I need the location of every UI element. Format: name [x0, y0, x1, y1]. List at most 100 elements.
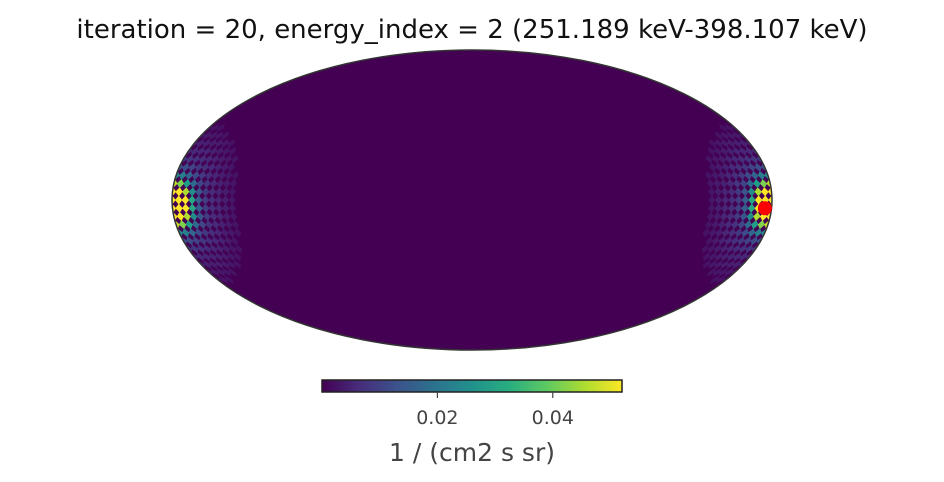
healpix-pixel: [741, 162, 749, 172]
healpix-pixel: [728, 195, 736, 205]
healpix-pixel: [174, 195, 183, 205]
healpix-pixel: [737, 220, 746, 230]
healpix-pixel: [211, 154, 219, 164]
healpix-pixel: [721, 187, 729, 197]
healpix-pixel: [707, 203, 716, 213]
healpix-pixel: [724, 267, 734, 277]
colorbar-tick-label: 0.04: [532, 407, 574, 429]
healpix-pixel: [725, 154, 733, 164]
healpix-pixel: [194, 195, 203, 205]
healpix-pixel: [720, 260, 729, 269]
healpix-pixel: [715, 228, 723, 238]
healpix-pixel: [751, 170, 759, 180]
healpix-pixel: [208, 195, 216, 205]
healpix-pixel: [718, 220, 726, 230]
healpix-pixel: [702, 228, 710, 238]
healpix-pixel: [731, 220, 739, 230]
healpix-pixel: [724, 220, 733, 230]
healpix-pixel: [706, 178, 715, 189]
healpix-pixel: [709, 260, 717, 269]
healpix-pixel: [722, 162, 730, 172]
healpix-pixel: [754, 162, 762, 172]
healpix-pixel: [718, 267, 728, 277]
healpix-pixel: [218, 236, 226, 246]
healpix-pixel: [208, 203, 217, 213]
healpix-pixel: [197, 244, 205, 254]
healpix-pixel: [192, 154, 200, 164]
healpix-pixel: [753, 178, 761, 189]
colorbar-bar: [321, 379, 623, 393]
healpix-pixel: [203, 252, 211, 262]
healpix-pixel: [745, 146, 753, 156]
healpix-pixel: [753, 211, 761, 222]
healpix-pixel: [726, 146, 734, 156]
healpix-pixel: [197, 138, 204, 148]
healpix-pixel: [195, 228, 203, 238]
healpix-pixel: [737, 170, 746, 180]
healpix-pixel: [223, 211, 231, 222]
healpix-pixel: [709, 252, 717, 262]
healpix-pixel: [708, 244, 716, 254]
healpix-pixel: [199, 154, 207, 164]
healpix-pixel: [208, 228, 216, 238]
healpix-pixel: [192, 236, 200, 246]
healpix-pixel: [215, 131, 224, 140]
healpix-pixel: [741, 195, 750, 205]
healpix-pixel: [224, 154, 232, 164]
healpix-pixel: [733, 244, 741, 254]
healpix-pixel: [218, 275, 229, 285]
healpix-pixel: [218, 170, 226, 180]
healpix-pixel: [754, 187, 762, 197]
healpix-pixel: [713, 267, 722, 277]
healpix-pixel: [703, 252, 710, 262]
healpix-pixel: [205, 236, 213, 246]
healpix-pixel: [745, 244, 753, 254]
healpix-pixel: [214, 195, 223, 205]
healpix-pixel: [176, 178, 185, 189]
healpix-pixel: [208, 187, 217, 197]
healpix-pixel: [748, 162, 756, 172]
healpix-pixel: [197, 146, 205, 156]
healpix-pixel: [203, 131, 212, 140]
healpix-pixel: [216, 211, 224, 222]
chart-title: iteration = 20, energy_index = 2 (251.18…: [76, 15, 867, 45]
healpix-pixel: [209, 178, 218, 189]
healpix-pixel: [726, 244, 734, 254]
healpix-pixel: [195, 162, 203, 172]
healpix-pixel: [222, 146, 230, 156]
healpix-pixel: [744, 236, 752, 246]
healpix-pixel: [731, 170, 739, 180]
healpix-pixel: [182, 187, 190, 197]
healpix-pixel: [741, 187, 749, 197]
healpix-pixel: [727, 187, 736, 197]
healpix-pixel: [231, 236, 239, 246]
healpix-pixel: [714, 244, 722, 254]
healpix-pixel: [722, 228, 730, 238]
healpix-pixel: [739, 244, 747, 254]
colorbar-tick-label: 0.02: [416, 407, 458, 429]
healpix-pixel: [720, 211, 728, 222]
healpix-pixel: [209, 260, 218, 269]
healpix-pixel: [209, 131, 218, 140]
healpix-pixel: [215, 203, 223, 213]
healpix-pixel: [737, 154, 745, 164]
healpix-pixel: [197, 252, 204, 262]
healpix-pixel: [705, 154, 713, 164]
healpix-pixel: [757, 220, 766, 230]
healpix-pixel: [196, 211, 204, 222]
healpix-pixel: [720, 244, 728, 254]
healpix-pixel: [728, 228, 736, 238]
healpix-pixel: [720, 146, 728, 156]
healpix-pixel: [724, 170, 733, 180]
healpix-pixel: [740, 138, 747, 148]
healpix-pixel: [233, 260, 241, 269]
healpix-pixel: [740, 211, 748, 222]
healpix-pixel: [215, 138, 223, 148]
map-background: [172, 50, 772, 350]
map-outline: [171, 49, 773, 351]
healpix-pixel: [227, 252, 235, 262]
healpix-pixel: [192, 170, 200, 180]
healpix-pixel: [739, 146, 747, 156]
healpix-pixel: [218, 154, 226, 164]
healpix-pixel: [231, 154, 239, 164]
